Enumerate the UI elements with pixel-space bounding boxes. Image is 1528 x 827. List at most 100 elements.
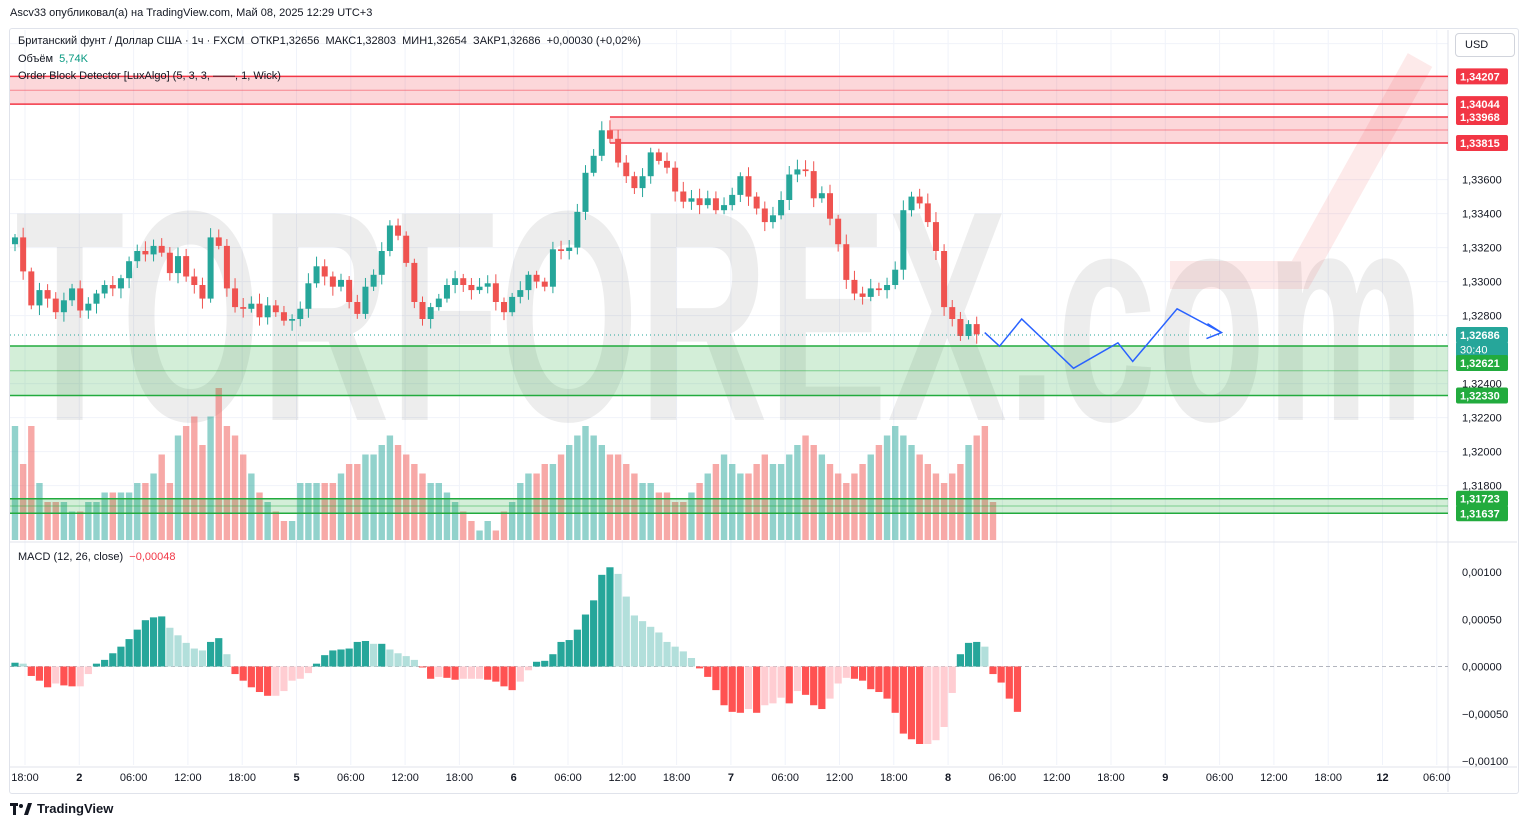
indicator-legend[interactable]: Order Block Detector [LuxAlgo] (5, 3, 3,… bbox=[18, 70, 281, 82]
macd-label: MACD (12, 26, close) bbox=[18, 551, 124, 563]
macd-histogram-bar bbox=[924, 666, 932, 744]
macd-histogram-bar bbox=[207, 641, 215, 667]
volume-bar bbox=[517, 483, 524, 540]
candle-body bbox=[134, 251, 141, 262]
volume-bar bbox=[533, 473, 540, 540]
volume-bar bbox=[44, 502, 51, 540]
candle-body bbox=[223, 245, 230, 289]
volume-bar bbox=[712, 464, 720, 540]
volume-bar bbox=[769, 464, 777, 540]
candle-body bbox=[525, 274, 532, 291]
candle-body bbox=[712, 198, 719, 211]
volume-bar bbox=[419, 473, 426, 540]
candle-body bbox=[117, 278, 124, 289]
macd-histogram-bar bbox=[321, 655, 329, 667]
volume-bar bbox=[843, 483, 850, 540]
candle-body bbox=[558, 249, 565, 251]
candle-body bbox=[126, 261, 133, 279]
macd-histogram-bar bbox=[109, 653, 117, 667]
macd-histogram-bar bbox=[728, 666, 736, 712]
volume-bar bbox=[606, 454, 614, 540]
candle-body bbox=[101, 285, 108, 294]
time-tick-label: 8 bbox=[945, 772, 951, 784]
macd-histogram-bar bbox=[638, 621, 647, 667]
candle-body bbox=[77, 288, 84, 311]
volume-legend[interactable]: Объём 5,74K bbox=[18, 53, 88, 65]
macd-histogram-bar bbox=[223, 654, 231, 667]
volume-bar bbox=[818, 454, 826, 540]
tradingview-logo-icon bbox=[10, 802, 32, 815]
candle-body bbox=[321, 266, 328, 277]
candle-body bbox=[941, 251, 948, 308]
volume-bar bbox=[411, 464, 418, 540]
time-tick-label: 06:00 bbox=[771, 772, 799, 784]
candle-body bbox=[566, 247, 573, 251]
volume-bar bbox=[745, 473, 752, 540]
symbol-legend[interactable]: Британский фунт / Доллар США · 1ч · FXCM… bbox=[18, 35, 641, 47]
macd-histogram-bar bbox=[753, 666, 761, 713]
candle-body bbox=[452, 278, 459, 285]
volume-bar bbox=[460, 511, 467, 540]
candle-body bbox=[761, 208, 768, 223]
price-label-badge bbox=[1456, 326, 1508, 343]
volume-bar bbox=[704, 473, 711, 540]
macd-histogram-bar bbox=[11, 662, 19, 667]
volume-bar bbox=[109, 492, 116, 540]
macd-histogram-bar bbox=[647, 626, 655, 667]
macd-histogram-bar bbox=[182, 642, 190, 667]
volume-bar bbox=[859, 464, 866, 540]
close-value: ЗАКР1,32686 bbox=[473, 35, 541, 47]
time-tick-label: 12:00 bbox=[174, 772, 202, 784]
volume-bar bbox=[93, 502, 100, 540]
macd-histogram-bar bbox=[875, 666, 883, 693]
macd-histogram-bar bbox=[622, 596, 630, 667]
currency-button[interactable]: USD bbox=[1455, 33, 1515, 57]
time-tick-label: 06:00 bbox=[1423, 772, 1451, 784]
volume-bar bbox=[932, 473, 940, 540]
macd-histogram-bar bbox=[614, 573, 622, 667]
macd-histogram-bar bbox=[133, 629, 141, 667]
volume-bar bbox=[663, 492, 671, 540]
candle-body bbox=[590, 155, 597, 173]
candle-body bbox=[639, 176, 646, 189]
candle-body bbox=[827, 193, 833, 219]
volume-bar bbox=[810, 445, 817, 540]
macd-histogram-bar bbox=[304, 666, 312, 674]
price-label-text: 1,32621 bbox=[1460, 358, 1500, 370]
volume-bar bbox=[541, 464, 548, 540]
candle-body bbox=[175, 256, 181, 274]
candle-body bbox=[549, 249, 556, 287]
macd-histogram-bar bbox=[35, 666, 44, 681]
macd-histogram-bar bbox=[712, 666, 720, 691]
low-value: МИН1,32654 bbox=[402, 35, 467, 47]
candle-body bbox=[932, 222, 939, 251]
candle-body bbox=[427, 307, 434, 319]
macd-histogram-bar bbox=[899, 666, 907, 734]
volume-bar bbox=[370, 454, 377, 540]
volume-bar bbox=[476, 530, 483, 540]
macd-histogram-bar bbox=[842, 666, 850, 678]
candle-body bbox=[501, 302, 507, 313]
macd-histogram-bar bbox=[296, 666, 304, 679]
candle-body bbox=[688, 198, 695, 202]
volume-bar bbox=[313, 483, 320, 540]
volume-bar bbox=[949, 473, 956, 540]
price-label-text: 1,33968 bbox=[1460, 112, 1500, 124]
macd-histogram-bar bbox=[174, 635, 182, 667]
macd-histogram-bar bbox=[524, 666, 533, 671]
volume-bar bbox=[582, 426, 589, 540]
macd-histogram-bar bbox=[60, 666, 68, 686]
macd-histogram-bar bbox=[826, 666, 834, 699]
volume-bar bbox=[158, 454, 165, 540]
candle-body bbox=[28, 271, 35, 306]
candle-body bbox=[615, 138, 622, 163]
volume-bar bbox=[566, 445, 573, 540]
volume-bar bbox=[150, 473, 157, 540]
macd-histogram-bar bbox=[679, 651, 687, 667]
candle-body bbox=[965, 324, 972, 336]
candle-body bbox=[737, 176, 744, 195]
macd-legend[interactable]: MACD (12, 26, close) −0,00048 bbox=[18, 551, 175, 563]
candle-body bbox=[484, 283, 491, 287]
macd-histogram-bar bbox=[720, 666, 728, 706]
